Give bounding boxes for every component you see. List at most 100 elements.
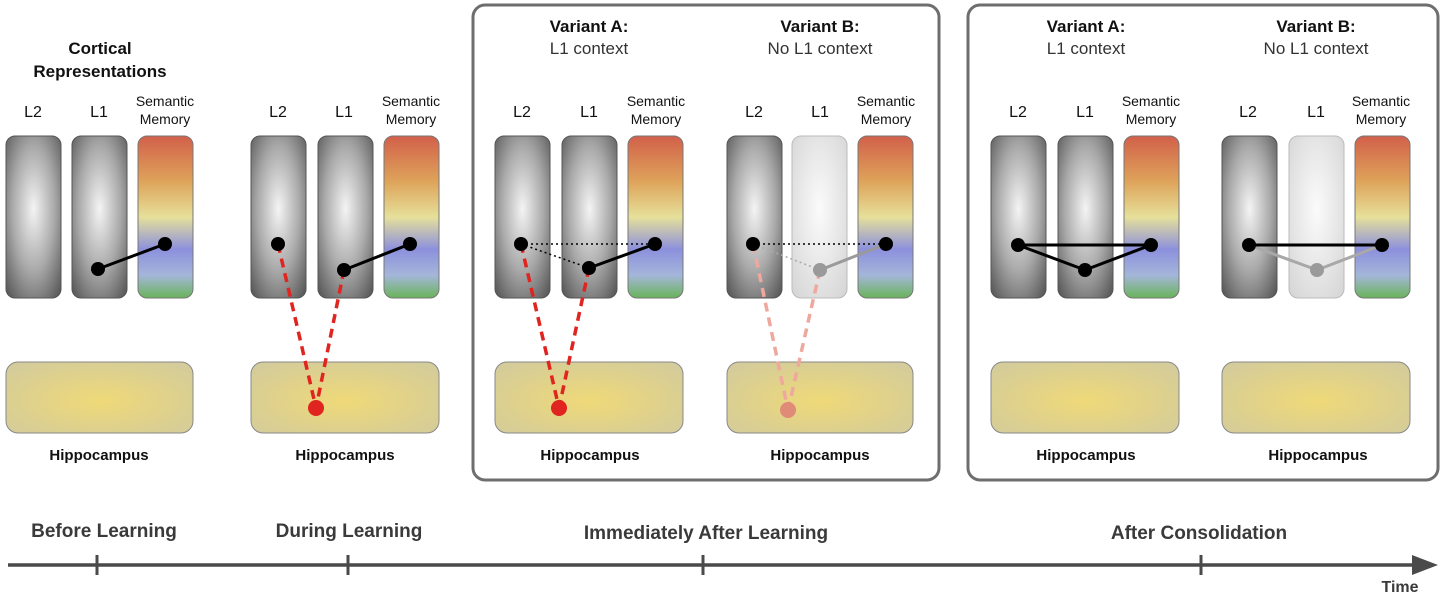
hippocampal-trace-to-l2-faded [751,243,790,411]
l1-semantic-link [343,242,411,272]
l1-node [337,263,351,277]
hippocampus-label: Hippocampus [540,447,639,464]
during-learning-panel: L2 L1 Semantic Memory Hippocampus [250,93,440,464]
semantic-memory-bar [137,135,194,299]
l1-label: L1 [580,104,598,121]
l1-bar [561,135,618,299]
l2-node [271,237,285,251]
semantic-memory-bar [1354,135,1411,299]
l1-label: L1 [1076,104,1094,121]
l1-label: L1 [335,104,353,121]
time-axis-label: Time [1381,579,1418,596]
hippocampal-trace-to-l1 [557,267,591,409]
hippocampal-index-node [308,400,324,416]
semantic-memory-bar [857,135,914,299]
l2-bar [250,135,307,299]
hippocampus-label: Hippocampus [49,447,148,464]
hippocampus-region [990,361,1180,434]
l2-label: L2 [1009,104,1027,121]
immediate-variant-b-panel: Variant B: No L1 context L2 L1 Semantic … [726,17,915,464]
consolidation-panel-border [966,3,1440,482]
variant-b-subtitle: No L1 context [1264,39,1369,58]
semantic-label-line2: Memory [1356,111,1407,127]
semantic-label-line1: Semantic [1352,93,1410,109]
immediate-panel-border [471,3,941,482]
l2-label: L2 [745,104,763,121]
immediate-variant-a-panel: Variant A: L1 context L2 L1 Semantic Mem… [494,17,685,464]
phase-before-learning: Before Learning [31,521,177,542]
variant-b-subtitle: No L1 context [768,39,873,58]
l1-label: L1 [1307,104,1325,121]
consolidation-variant-a-panel: Variant A: L1 context L2 L1 Semantic Mem… [990,17,1180,464]
variant-b-title: Variant B: [1276,17,1355,36]
hippocampus-region [1221,361,1411,434]
hippocampal-trace-to-l2 [276,243,318,409]
variant-a-subtitle: L1 context [550,39,629,58]
semantic-node [879,237,893,251]
l2-l1-link [1017,243,1086,272]
timeline: Before Learning During Learning Immediat… [8,521,1438,596]
l2-label: L2 [513,104,531,121]
l1-node-faded [1310,263,1324,277]
l1-bar-faded [791,135,848,299]
l2-node [746,237,760,251]
semantic-label-line1: Semantic [627,93,685,109]
hippocampal-trace-to-l1 [314,269,346,409]
l2-label: L2 [269,104,287,121]
l1-semantic-link-faded [819,242,887,272]
l1-semantic-link [1084,243,1152,272]
l2-l1-weak-link-faded [752,243,821,271]
hippocampal-index-node [551,400,567,416]
hippocampus-label: Hippocampus [770,447,869,464]
semantic-label-line2: Memory [386,111,437,127]
hippocampus-label: Hippocampus [1036,447,1135,464]
l1-node [1078,263,1092,277]
hippocampal-index-node-faded [780,402,796,418]
semantic-label-line1: Semantic [1122,93,1180,109]
l1-semantic-link [97,242,166,271]
l2-node [1011,238,1025,252]
l2-node [514,237,528,251]
semantic-memory-bar [383,135,440,299]
hippocampus-region [250,361,440,434]
semantic-label-line2: Memory [631,111,682,127]
time-axis-arrowhead [1412,555,1438,575]
hippocampus-region [494,361,684,434]
semantic-node [1144,238,1158,252]
l2-l1-weak-link [520,243,590,269]
hippocampus-region [726,361,914,434]
hippocampal-trace-to-l1-faded [786,269,822,411]
cortical-title-line1: Cortical [68,39,131,58]
l1-bar-faded [1288,135,1345,299]
l2-bar [5,135,62,299]
hippocampus-region [5,361,194,434]
variant-a-subtitle: L1 context [1047,39,1126,58]
semantic-node [648,237,662,251]
l1-semantic-link-faded [1316,243,1383,272]
l2-l1-link-faded [1248,243,1318,272]
l2-bar [726,135,783,299]
l1-node-faded [813,263,827,277]
l2-node [1242,238,1256,252]
consolidation-variant-b-panel: Variant B: No L1 context L2 L1 Semantic … [1221,17,1411,464]
phase-immediately-after: Immediately After Learning [584,523,828,544]
before-learning-panel: Cortical Representations L2 L1 Semantic … [5,39,194,464]
l1-node [91,262,105,276]
variant-a-title: Variant A: [1047,17,1126,36]
l2-bar [494,135,551,299]
hippocampus-label: Hippocampus [1268,447,1367,464]
l1-label: L1 [90,104,108,121]
semantic-node [1375,238,1389,252]
l2-bar [1221,135,1278,299]
variant-b-title: Variant B: [780,17,859,36]
semantic-label-line2: Memory [861,111,912,127]
variant-a-title: Variant A: [550,17,629,36]
l1-bar [1057,135,1114,299]
semantic-label-line2: Memory [140,111,191,127]
semantic-label-line1: Semantic [136,93,194,109]
l1-bar [317,135,374,299]
semantic-label-line2: Memory [1126,111,1177,127]
l2-label: L2 [24,104,42,121]
semantic-memory-bar [627,135,684,299]
